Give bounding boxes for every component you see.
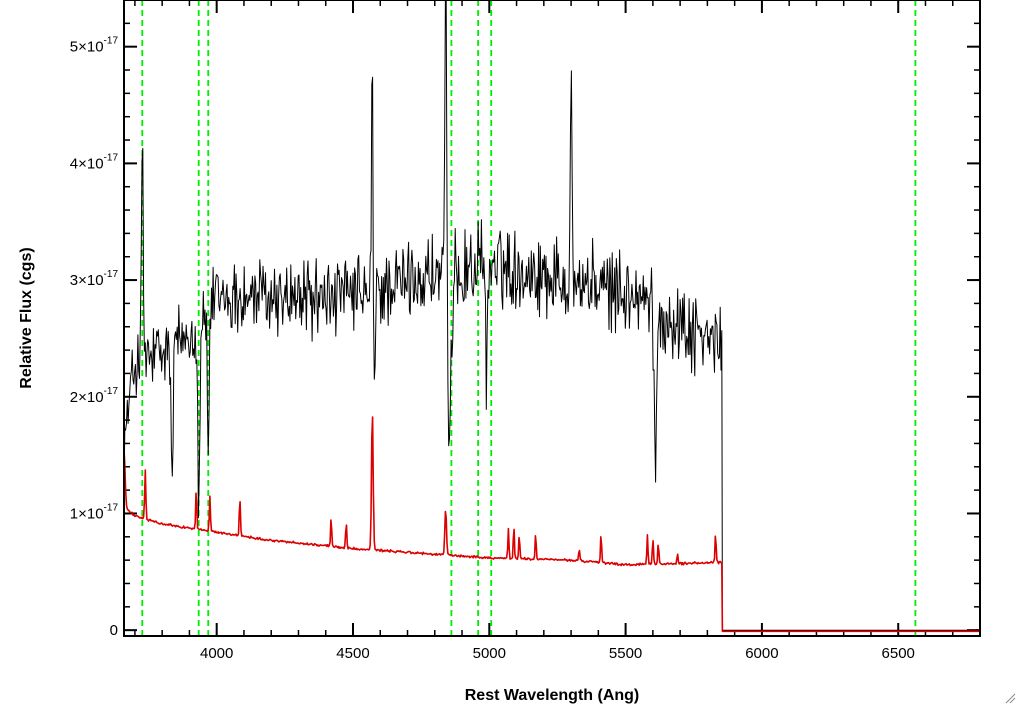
y-tick-label: 5×10-17 bbox=[70, 36, 119, 56]
y-tick-label: 4×10-17 bbox=[70, 152, 119, 172]
series-line bbox=[124, 0, 980, 631]
y-tick-label: 3×10-17 bbox=[70, 269, 119, 289]
x-tick-label: 4500 bbox=[336, 645, 369, 662]
y-axis-title: Relative Flux (cgs) bbox=[18, 247, 35, 388]
x-tick-labels: 4000 4500 5000 5500 6000 6500 bbox=[200, 645, 915, 662]
x-tick-label: 5500 bbox=[609, 645, 642, 662]
resize-grip-icon[interactable] bbox=[1004, 692, 1016, 704]
x-axis-title: Rest Wavelength (Ang) bbox=[465, 687, 640, 704]
plot-frame bbox=[123, 0, 981, 637]
x-tick-label: 5000 bbox=[473, 645, 506, 662]
y-tick-label: 1×10-17 bbox=[70, 502, 119, 522]
y-tick-labels: 0 1×10-17 2×10-17 3×10-17 4×10-17 5×10-17 bbox=[70, 36, 119, 639]
series-layer bbox=[124, 0, 980, 633]
x-tick-label: 4000 bbox=[200, 645, 233, 662]
y-tick-label: 0 bbox=[110, 622, 118, 639]
x-tick-label: 6000 bbox=[745, 645, 778, 662]
series-line bbox=[124, 416, 980, 633]
minor-tick-marks bbox=[124, 0, 981, 636]
y-tick-label: 2×10-17 bbox=[70, 386, 119, 406]
reference-lines bbox=[141, 0, 917, 636]
major-tick-marks bbox=[124, 0, 980, 636]
x-tick-label: 6500 bbox=[882, 645, 915, 662]
